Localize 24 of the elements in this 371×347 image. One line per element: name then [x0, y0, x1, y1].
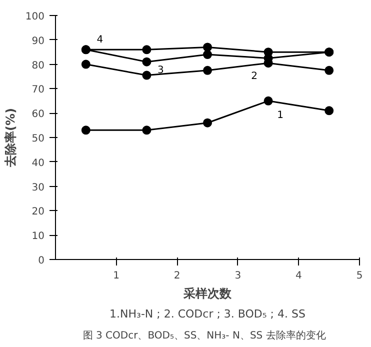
y-tick-label: 60: [32, 109, 45, 120]
y-tick-label: 40: [32, 158, 45, 169]
y-tick-label: 20: [32, 206, 45, 218]
x-axis-title: 采样次数: [182, 286, 232, 300]
y-tick-label: 90: [32, 36, 45, 47]
y-tick-label: 10: [32, 231, 45, 242]
x-tick-label: 3: [234, 270, 242, 282]
series-label: 4: [96, 34, 104, 46]
y-tick-label: 30: [32, 182, 45, 194]
text: 1.NH₃-N ; 2. CODcr ; 3. BOD₅ ; 4. SS: [110, 308, 306, 320]
series-label: 2: [251, 71, 258, 82]
y-tick-label: 50: [32, 134, 45, 144]
series-label: 1: [277, 110, 284, 121]
x-tick-label: 5: [356, 270, 363, 282]
y-axis-title: 去除率(%): [3, 108, 18, 168]
caption: 图 3 CODcr、BOD₅、SS、NH₃- N、SS 去除率的变化: [82, 330, 326, 342]
y-tick-label: 0: [38, 256, 45, 266]
y-tick-label: 70: [32, 84, 45, 96]
series-label: 3: [158, 64, 164, 76]
y-tick-label: 80: [32, 60, 45, 72]
y-tick-label: 100: [25, 12, 45, 22]
x-tick-label: 2: [174, 270, 180, 282]
x-tick-label: 1: [113, 270, 120, 282]
x-tick-label: 4: [296, 270, 302, 282]
